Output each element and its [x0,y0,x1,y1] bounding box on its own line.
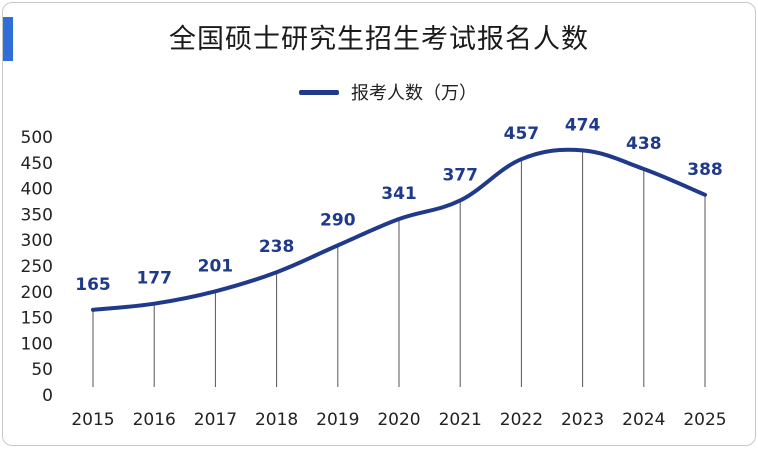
x-tick-label: 2020 [377,410,420,430]
x-tick-label: 2022 [500,410,543,430]
data-label: 290 [320,210,356,230]
legend: 报考人数（万） [299,79,477,105]
data-label: 341 [381,184,417,204]
x-tick-label: 2019 [316,410,359,430]
x-tick-label: 2015 [71,410,114,430]
drop-lines [92,150,706,387]
data-label: 165 [75,275,111,295]
y-tick-label: 100 [21,334,53,354]
title-accent-bar [3,17,13,61]
x-tick-label: 2018 [255,410,298,430]
data-label: 377 [442,165,478,185]
y-tick-label: 450 [21,154,53,174]
y-tick-label: 350 [21,205,53,225]
legend-label: 报考人数（万） [351,83,477,104]
y-axis: 0 50 100 150 200 250 300 350 400 450 500 [21,128,53,406]
y-tick-label: 50 [31,360,53,380]
data-labels: 165 177 201 238 290 341 377 457 474 438 388 [75,115,723,294]
data-label: 457 [504,124,540,144]
data-label: 438 [626,134,662,154]
x-tick-label: 2017 [194,410,237,430]
y-tick-label: 250 [21,257,53,277]
y-tick-label: 500 [21,128,53,148]
y-tick-label: 200 [21,283,53,303]
y-tick-label: 150 [21,309,53,329]
y-tick-label: 0 [42,386,53,406]
data-label: 238 [259,237,295,257]
legend-swatch [299,89,339,95]
x-tick-label: 2016 [133,410,176,430]
x-axis: 2015 2016 2017 2018 2019 2020 2021 2022 2023 2024… [71,410,726,430]
series-line [91,147,707,312]
x-tick-label: 2021 [439,410,482,430]
x-tick-label: 2025 [683,410,726,430]
y-tick-label: 400 [21,180,53,200]
data-label: 474 [565,115,601,135]
y-tick-label: 300 [21,231,53,251]
x-tick-label: 2024 [622,410,665,430]
x-tick-label: 2023 [561,410,604,430]
chart-title: 全国硕士研究生招生考试报名人数 [169,24,589,55]
data-label: 388 [687,160,723,180]
data-label: 201 [198,256,234,276]
data-label: 177 [136,269,172,289]
